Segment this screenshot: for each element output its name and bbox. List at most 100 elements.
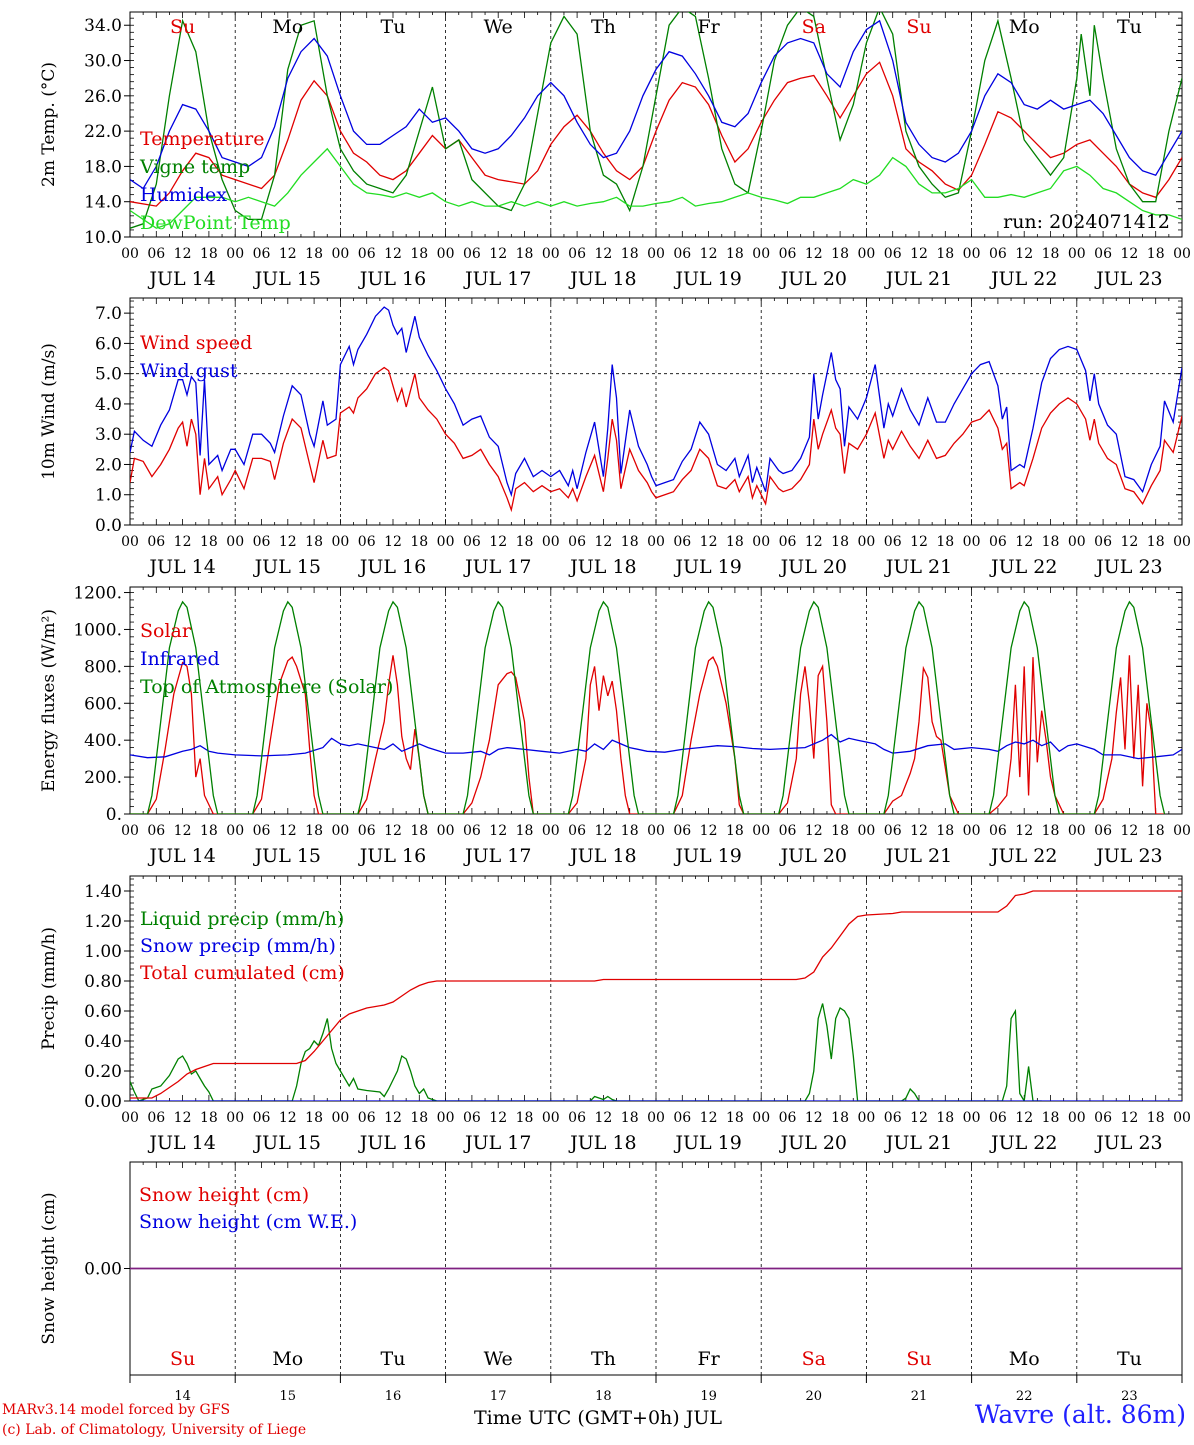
x-day-label: JUL 15 <box>253 845 321 867</box>
x-hour-label: 06 <box>463 246 481 262</box>
y-tick-label: 1.40 <box>84 882 122 902</box>
x-hour-label: 18 <box>516 246 534 262</box>
x-hour-label: 00 <box>963 1110 981 1126</box>
x-hour-label: 00 <box>542 534 560 550</box>
x-day-label: JUL 17 <box>463 845 531 867</box>
x-hour-label: 12 <box>384 246 402 262</box>
y-tick-label: 4.0 <box>95 395 122 415</box>
x-hour-label: 00 <box>857 823 875 839</box>
x-hour-label: 00 <box>331 534 349 550</box>
x-hour-label: 00 <box>121 1110 139 1126</box>
x-hour-label: 12 <box>805 823 823 839</box>
x-hour-label: 06 <box>463 534 481 550</box>
x-hour-label: 00 <box>1173 246 1191 262</box>
x-hour-label: 12 <box>594 823 612 839</box>
x-hour-label: 06 <box>989 1110 1007 1126</box>
y-axis-label: 10m Wind (m/s) <box>39 343 59 480</box>
x-hour-label: 18 <box>200 246 218 262</box>
x-day-label: JUL 18 <box>568 1132 636 1154</box>
panel-energy: 0. 200. 400. 600. 800. 1000. 1200. Energy fluxe… <box>39 584 1191 867</box>
y-tick-label: 2.0 <box>95 455 122 475</box>
x-hour-label: 18 <box>516 534 534 550</box>
x-day-label: JUL 22 <box>989 1132 1057 1154</box>
x-day-label: JUL 15 <box>253 556 321 578</box>
x-hour-label: 18 <box>936 246 954 262</box>
x-hour-label: 18 <box>1147 246 1165 262</box>
weekday-label: Su <box>170 16 195 38</box>
x-hour-label: 18 <box>621 534 639 550</box>
x-day-label: JUL 19 <box>673 1132 741 1154</box>
x-day-label: JUL 14 <box>147 556 215 578</box>
x-hour-label: 06 <box>463 1110 481 1126</box>
y-tick-label: 6.0 <box>95 334 122 354</box>
weekday-label: Mo <box>272 1348 303 1370</box>
x-hour-label: 12 <box>489 534 507 550</box>
x-hour-label: 00 <box>1068 534 1086 550</box>
x-hour-label: 18 <box>410 823 428 839</box>
y-axis-label: 2m Temp. (°C) <box>39 62 59 187</box>
x-hour-label: 06 <box>673 246 691 262</box>
panel-wind: 0.0 1.0 2.0 3.0 4.0 5.0 6.0 7.0 10m Wind (m/s) Wi… <box>39 297 1191 578</box>
y-tick-label: 1000. <box>73 620 122 640</box>
y-tick-label: 0.40 <box>84 1032 122 1052</box>
weekday-label: We <box>484 1348 513 1370</box>
x-hour-label: 06 <box>568 246 586 262</box>
y-tick-label: 0. <box>106 805 122 825</box>
x-hour-label: 18 <box>516 823 534 839</box>
x-hour-label: 18 <box>831 246 849 262</box>
x-hour-label: 00 <box>226 534 244 550</box>
day-number-label: 14 <box>174 1389 191 1404</box>
weekday-label: Th <box>591 16 616 38</box>
x-day-label: JUL 22 <box>989 556 1057 578</box>
x-hour-label: 12 <box>594 246 612 262</box>
x-hour-label: 18 <box>936 534 954 550</box>
x-hour-label: 18 <box>1147 534 1165 550</box>
x-axis-title: Time UTC (GMT+0h) JUL <box>474 1407 722 1429</box>
x-hour-label: 00 <box>963 246 981 262</box>
legend-entry: Top of Atmosphere (Solar) <box>140 676 393 698</box>
x-day-label: JUL 15 <box>253 1132 321 1154</box>
x-day-label: JUL 22 <box>989 268 1057 290</box>
day-number-label: 21 <box>911 1389 928 1404</box>
x-hour-label: 18 <box>305 1110 323 1126</box>
weekday-label: Sa <box>802 1348 826 1370</box>
day-number-label: 18 <box>595 1389 612 1404</box>
y-tick-label: 7.0 <box>95 304 122 324</box>
x-hour-label: 00 <box>647 246 665 262</box>
y-tick-label: 1200. <box>73 584 122 604</box>
series-group <box>130 600 1182 814</box>
x-hour-label: 06 <box>253 1110 271 1126</box>
x-hour-label: 00 <box>647 823 665 839</box>
day-number-label: 15 <box>280 1389 297 1404</box>
x-hour-label: 00 <box>857 534 875 550</box>
x-day-label: JUL 18 <box>568 845 636 867</box>
x-hour-label: 00 <box>331 246 349 262</box>
x-hour-label: 12 <box>384 823 402 839</box>
x-hour-label: 12 <box>700 823 718 839</box>
x-hour-label: 06 <box>884 534 902 550</box>
x-day-label: JUL 20 <box>779 1132 847 1154</box>
x-hour-label: 18 <box>200 534 218 550</box>
x-hour-label: 00 <box>1173 823 1191 839</box>
x-day-label: JUL 21 <box>884 268 952 290</box>
x-hour-label: 18 <box>831 534 849 550</box>
x-hour-label: 12 <box>174 246 192 262</box>
x-hour-label: 06 <box>358 534 376 550</box>
y-axis-label: Snow height (cm) <box>39 1192 59 1344</box>
legend-entry: Temperature <box>140 128 264 150</box>
series-line-humidex <box>130 19 1182 190</box>
y-tick-label: 0.0 <box>95 516 122 536</box>
x-hour-label: 12 <box>174 823 192 839</box>
x-hour-label: 06 <box>358 823 376 839</box>
x-hour-label: 00 <box>1068 246 1086 262</box>
x-hour-label: 00 <box>963 534 981 550</box>
x-hour-label: 00 <box>437 534 455 550</box>
weekday-label: Mo <box>272 16 303 38</box>
location-title: Wavre (alt. 86m) <box>974 1400 1186 1429</box>
x-hour-label: 12 <box>805 246 823 262</box>
y-tick-label: 5.0 <box>95 365 122 385</box>
legend-entry: Vigne temp <box>139 156 250 178</box>
legend-entry: Wind gust <box>140 360 238 382</box>
x-hour-label: 18 <box>200 823 218 839</box>
x-hour-label: 00 <box>647 1110 665 1126</box>
